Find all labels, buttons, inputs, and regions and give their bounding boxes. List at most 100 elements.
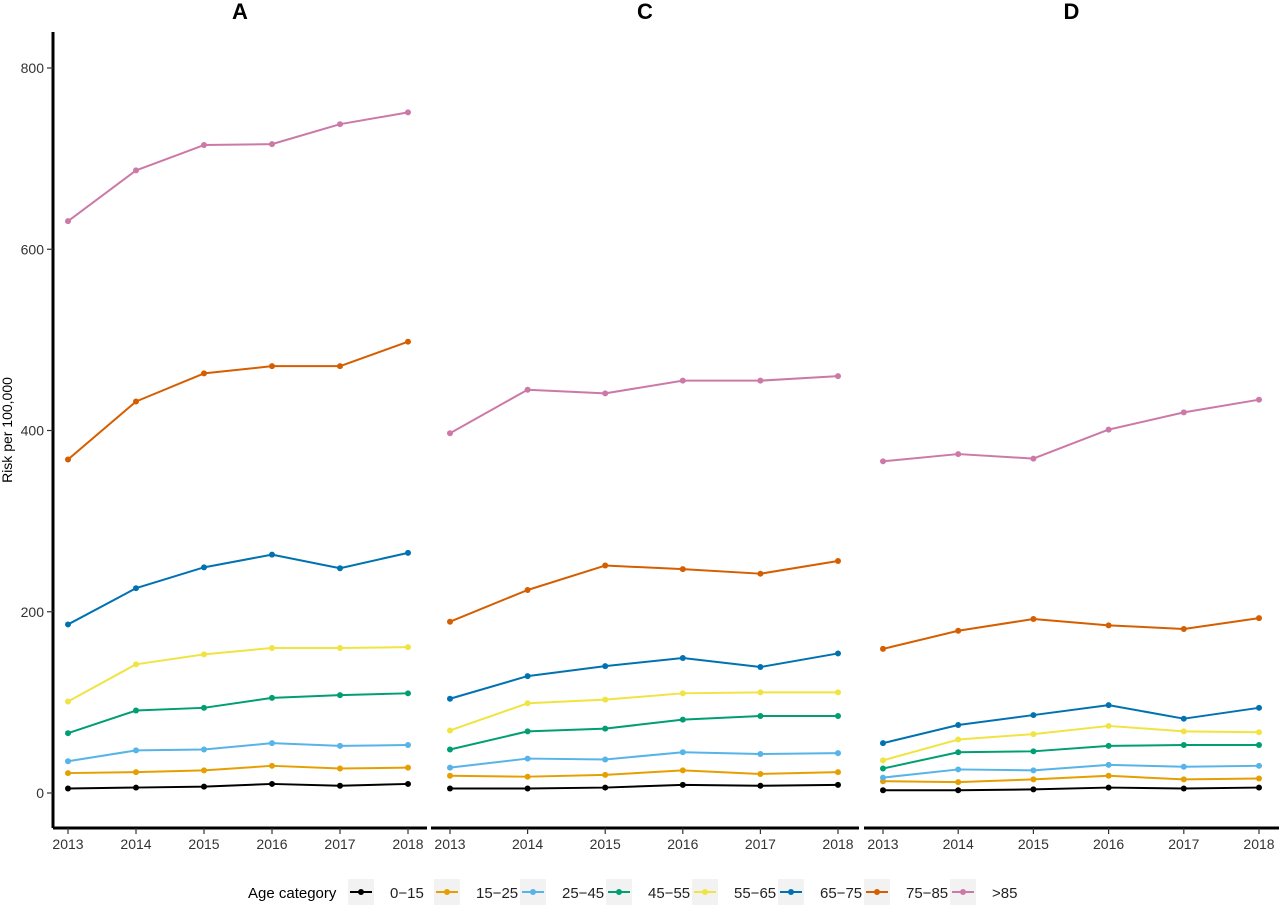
data-point — [524, 785, 531, 792]
series-line — [449, 375, 839, 435]
series-line — [449, 560, 839, 623]
data-point — [1180, 409, 1187, 416]
series-15−25 — [447, 767, 841, 780]
series-line — [67, 340, 409, 461]
legend-key-point — [874, 889, 880, 895]
data-point — [1030, 786, 1037, 793]
data-point — [757, 689, 764, 696]
data-point — [201, 767, 207, 774]
data-point — [201, 746, 207, 753]
x-tick-label: 2015 — [188, 836, 219, 852]
series-line — [67, 764, 409, 775]
data-point — [1256, 729, 1262, 736]
data-point — [337, 363, 343, 370]
data-point — [337, 692, 343, 699]
x-tick-label: 2015 — [590, 836, 621, 852]
data-point — [1180, 741, 1187, 748]
legend-title: Age category — [248, 885, 337, 902]
data-point — [133, 747, 139, 754]
series-0−15 — [447, 781, 841, 792]
data-point — [835, 373, 841, 380]
x-tick-label: 2014 — [512, 836, 543, 852]
data-point — [133, 661, 139, 668]
x-tick-label: 2014 — [943, 836, 974, 852]
data-point — [757, 570, 764, 577]
panel-D: D 2013 2014 2015 2016 2017 2018 — [864, 0, 1279, 852]
series-45−55 — [447, 712, 841, 753]
data-point — [65, 456, 71, 463]
series-75−85 — [65, 338, 411, 463]
data-point — [955, 627, 962, 634]
data-point — [679, 716, 686, 723]
series-25−45 — [447, 749, 841, 771]
data-point — [133, 398, 139, 405]
legend-label: 25−45 — [562, 885, 604, 902]
data-point — [1030, 731, 1037, 738]
data-point — [337, 645, 343, 651]
legend-key-point — [788, 889, 794, 895]
data-point — [65, 770, 71, 777]
data-point — [1105, 426, 1112, 433]
data-point — [1105, 722, 1112, 729]
y-tick-label: 600 — [21, 241, 45, 257]
data-point — [447, 618, 453, 625]
data-point — [679, 377, 686, 384]
x-tick-label: 2017 — [1168, 836, 1199, 852]
data-point — [524, 386, 531, 393]
y-axis: 0 200 400 600 800 — [21, 32, 55, 828]
legend-label: 55−65 — [734, 885, 776, 902]
series-line — [449, 652, 839, 700]
data-point — [524, 773, 531, 780]
data-point — [679, 767, 686, 774]
data-point — [1256, 396, 1262, 403]
data-point — [1030, 767, 1037, 774]
y-tick-label: 200 — [21, 604, 45, 620]
legend: Age category 0−15 15−25 25−45 45−55 55−65 65−… — [248, 879, 1017, 905]
series-15−25 — [880, 772, 1262, 786]
panel-title: C — [637, 0, 653, 24]
series-55−65 — [880, 722, 1262, 764]
y-tick-label: 400 — [21, 423, 45, 439]
panel-title: D — [1064, 0, 1080, 24]
x-tick-label: 2018 — [392, 836, 423, 852]
series-line — [67, 646, 409, 703]
data-point — [1105, 772, 1112, 779]
legend-key-point — [702, 889, 708, 895]
x-tick-label: 2018 — [1243, 836, 1274, 852]
data-point — [447, 695, 453, 702]
data-point — [1256, 775, 1262, 782]
data-point — [1180, 776, 1187, 783]
x-tick-label: 2013 — [434, 836, 465, 852]
series-line — [882, 743, 1259, 770]
data-point — [679, 749, 686, 756]
legend-item: 15−25 — [434, 879, 518, 905]
series-line — [882, 774, 1260, 784]
data-point — [447, 746, 453, 753]
legend-key-point — [358, 889, 364, 895]
data-point — [133, 167, 139, 174]
panels-layer: A 2013 2014 2015 2016 2017 2018 C 2013 2014 2015 20… — [52, 0, 1279, 852]
data-point — [524, 700, 531, 707]
data-point — [1180, 728, 1187, 735]
data-point — [757, 751, 764, 758]
panel-A: A 2013 2014 2015 2016 2017 2018 — [52, 0, 427, 852]
legend-label: 15−25 — [476, 885, 518, 902]
data-point — [1256, 615, 1262, 622]
series-line — [882, 724, 1260, 762]
x-tick-label: 2013 — [867, 836, 898, 852]
data-point — [602, 756, 609, 763]
data-point — [679, 781, 686, 788]
legend-label: >85 — [992, 885, 1017, 902]
panel-title: A — [232, 0, 248, 24]
data-point — [880, 458, 886, 465]
data-point — [835, 781, 841, 788]
legend-label: 0−15 — [390, 885, 424, 902]
data-point — [602, 663, 609, 670]
x-tick-label: 2013 — [52, 836, 83, 852]
data-point — [757, 664, 764, 671]
data-point — [1256, 741, 1262, 748]
x-tick-label: 2018 — [822, 836, 853, 852]
data-point — [405, 549, 411, 556]
data-point — [757, 377, 764, 384]
